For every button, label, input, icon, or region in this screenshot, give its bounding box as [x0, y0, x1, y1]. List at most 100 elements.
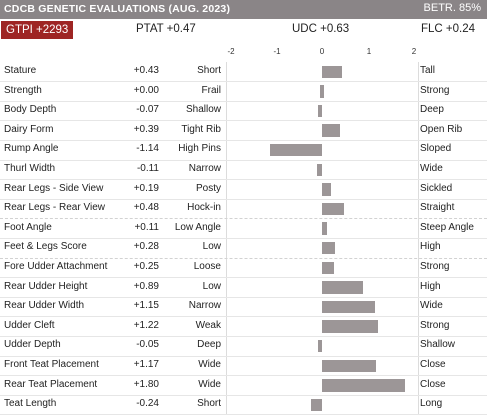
header-title: CDCB GENETIC EVALUATIONS (AUG. 2023): [4, 3, 231, 15]
trait-row: Teat Length -0.24 Short Long: [0, 395, 487, 415]
trait-row: Stature +0.43 Short Tall: [0, 62, 487, 82]
trait-value: -0.07: [136, 104, 159, 116]
summary-row: GTPI +2293 PTAT +0.47 UDC +0.63 FLC +0.2…: [0, 19, 487, 41]
trait-high-label: High: [420, 241, 441, 253]
trait-name: Teat Length: [4, 398, 57, 410]
trait-name: Dairy Form: [4, 123, 54, 135]
row-divider: [0, 179, 487, 181]
trait-bar: [322, 202, 345, 216]
trait-value: +0.43: [133, 65, 159, 76]
trait-name: Udder Cleft: [4, 319, 55, 331]
trait-bar: [322, 183, 331, 196]
axis-tick-label: 0: [319, 47, 325, 56]
trait-low-label: Hock-in: [187, 202, 221, 214]
trait-high-label: Sickled: [420, 182, 453, 194]
trait-high-label: Steep Angle: [420, 221, 474, 233]
trait-bar: [269, 143, 322, 157]
trait-high-label: Close: [420, 378, 446, 390]
trait-low-label: Posty: [195, 182, 221, 194]
trait-name: Rear Teat Placement: [4, 378, 98, 390]
row-divider: [0, 139, 487, 141]
trait-high-label: Long: [420, 398, 443, 410]
row-divider: [0, 296, 487, 298]
trait-value: -0.11: [136, 163, 159, 174]
trait-low-label: Loose: [193, 261, 221, 272]
row-divider: [0, 257, 487, 259]
trait-name: Udder Depth: [4, 339, 61, 351]
trait-name: Thurl Width: [4, 163, 56, 174]
trait-value: +1.22: [133, 319, 159, 331]
trait-low-label: Low Angle: [174, 221, 221, 233]
trait-low-label: Frail: [201, 84, 221, 96]
trait-value: +1.15: [133, 300, 159, 312]
trait-bar: [316, 163, 322, 176]
trait-name: Rump Angle: [4, 143, 59, 155]
flc-value: FLC +0.24: [421, 23, 476, 35]
udc-value: UDC +0.63: [292, 23, 350, 35]
trait-row: Rear Teat Placement +1.80 Wide Close: [0, 376, 487, 396]
trait-value: +0.11: [134, 221, 159, 233]
trait-bar: [318, 104, 322, 118]
trait-bar: [322, 241, 335, 255]
row-divider: [0, 218, 487, 220]
trait-name: Strength: [4, 84, 42, 96]
trait-name: Foot Angle: [4, 221, 52, 233]
trait-row: Strength +0.00 Frail Strong: [0, 82, 487, 102]
trait-name: Rear Legs - Rear View: [4, 202, 105, 214]
trait-bar: [322, 320, 379, 333]
trait-high-label: Wide: [420, 163, 443, 174]
row-divider: [0, 316, 487, 318]
trait-low-label: Shallow: [185, 104, 221, 116]
trait-value: +0.39: [133, 123, 159, 135]
trait-low-label: Tight Rib: [181, 123, 221, 135]
trait-low-label: Wide: [198, 378, 221, 390]
trait-row: Front Teat Placement +1.17 Wide Close: [0, 356, 487, 376]
trait-value: +0.25: [133, 261, 159, 272]
reliability-label: BETR. 85%: [423, 2, 481, 14]
trait-value: +0.89: [133, 280, 159, 292]
row-divider: [0, 237, 487, 239]
trait-row: Rear Legs - Side View +0.19 Posty Sickled: [0, 180, 487, 200]
trait-bar: [322, 379, 405, 392]
trait-bar: [322, 261, 334, 274]
trait-value: +1.80: [133, 378, 159, 390]
trait-bar: [322, 300, 375, 314]
trait-row: Thurl Width -0.11 Narrow Wide: [0, 160, 487, 180]
trait-value: +1.17: [133, 359, 159, 370]
trait-value: -0.05: [136, 339, 159, 351]
row-divider: [0, 198, 487, 200]
row-divider: [0, 277, 487, 279]
trait-high-label: Open Rib: [420, 123, 463, 135]
trait-name: Front Teat Placement: [4, 359, 99, 370]
row-divider: [0, 120, 487, 122]
trait-row: Udder Depth -0.05 Deep Shallow: [0, 336, 487, 356]
trait-bar: [322, 222, 328, 235]
trait-low-label: Short: [197, 65, 221, 76]
trait-low-label: Narrow: [188, 163, 221, 174]
trait-row: Dairy Form +0.39 Tight Rib Open Rib: [0, 121, 487, 141]
trait-row: Feet & Legs Score +0.28 Low High: [0, 238, 487, 258]
trait-value: +0.48: [133, 202, 159, 214]
trait-value: -0.24: [136, 398, 159, 410]
row-divider: [0, 81, 487, 83]
trait-low-label: Wide: [198, 359, 221, 370]
trait-row: Rear Udder Height +0.89 Low High: [0, 278, 487, 298]
trait-high-label: Wide: [420, 300, 443, 312]
trait-high-label: Shallow: [420, 339, 456, 351]
trait-row: Rump Angle -1.14 High Pins Sloped: [0, 140, 487, 160]
trait-bar: [322, 65, 342, 78]
trait-low-label: Weak: [195, 319, 221, 331]
axis-tick-label: -1: [273, 47, 281, 56]
trait-name: Rear Legs - Side View: [4, 182, 104, 194]
trait-high-label: Tall: [420, 65, 436, 76]
trait-bar: [320, 85, 324, 98]
trait-high-label: Strong: [420, 84, 450, 96]
trait-bar: [310, 398, 322, 412]
trait-low-label: High Pins: [178, 143, 221, 155]
ptat-value: PTAT +0.47: [136, 23, 196, 35]
trait-bar: [322, 281, 363, 294]
trait-low-label: Low: [202, 241, 221, 253]
axis-tick-label: 2: [411, 47, 417, 56]
trait-name: Rear Udder Width: [4, 300, 85, 312]
trait-bar: [322, 359, 376, 372]
